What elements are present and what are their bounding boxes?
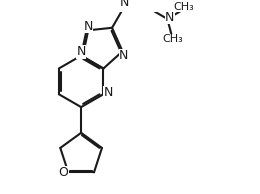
Text: N: N [103, 87, 113, 100]
Text: N: N [84, 20, 93, 33]
Text: CH₃: CH₃ [163, 34, 184, 44]
Text: N: N [165, 11, 174, 24]
Text: O: O [59, 166, 69, 179]
Text: N: N [119, 49, 128, 62]
Text: N: N [120, 0, 129, 9]
Text: CH₃: CH₃ [174, 2, 194, 12]
Text: N: N [76, 45, 86, 58]
